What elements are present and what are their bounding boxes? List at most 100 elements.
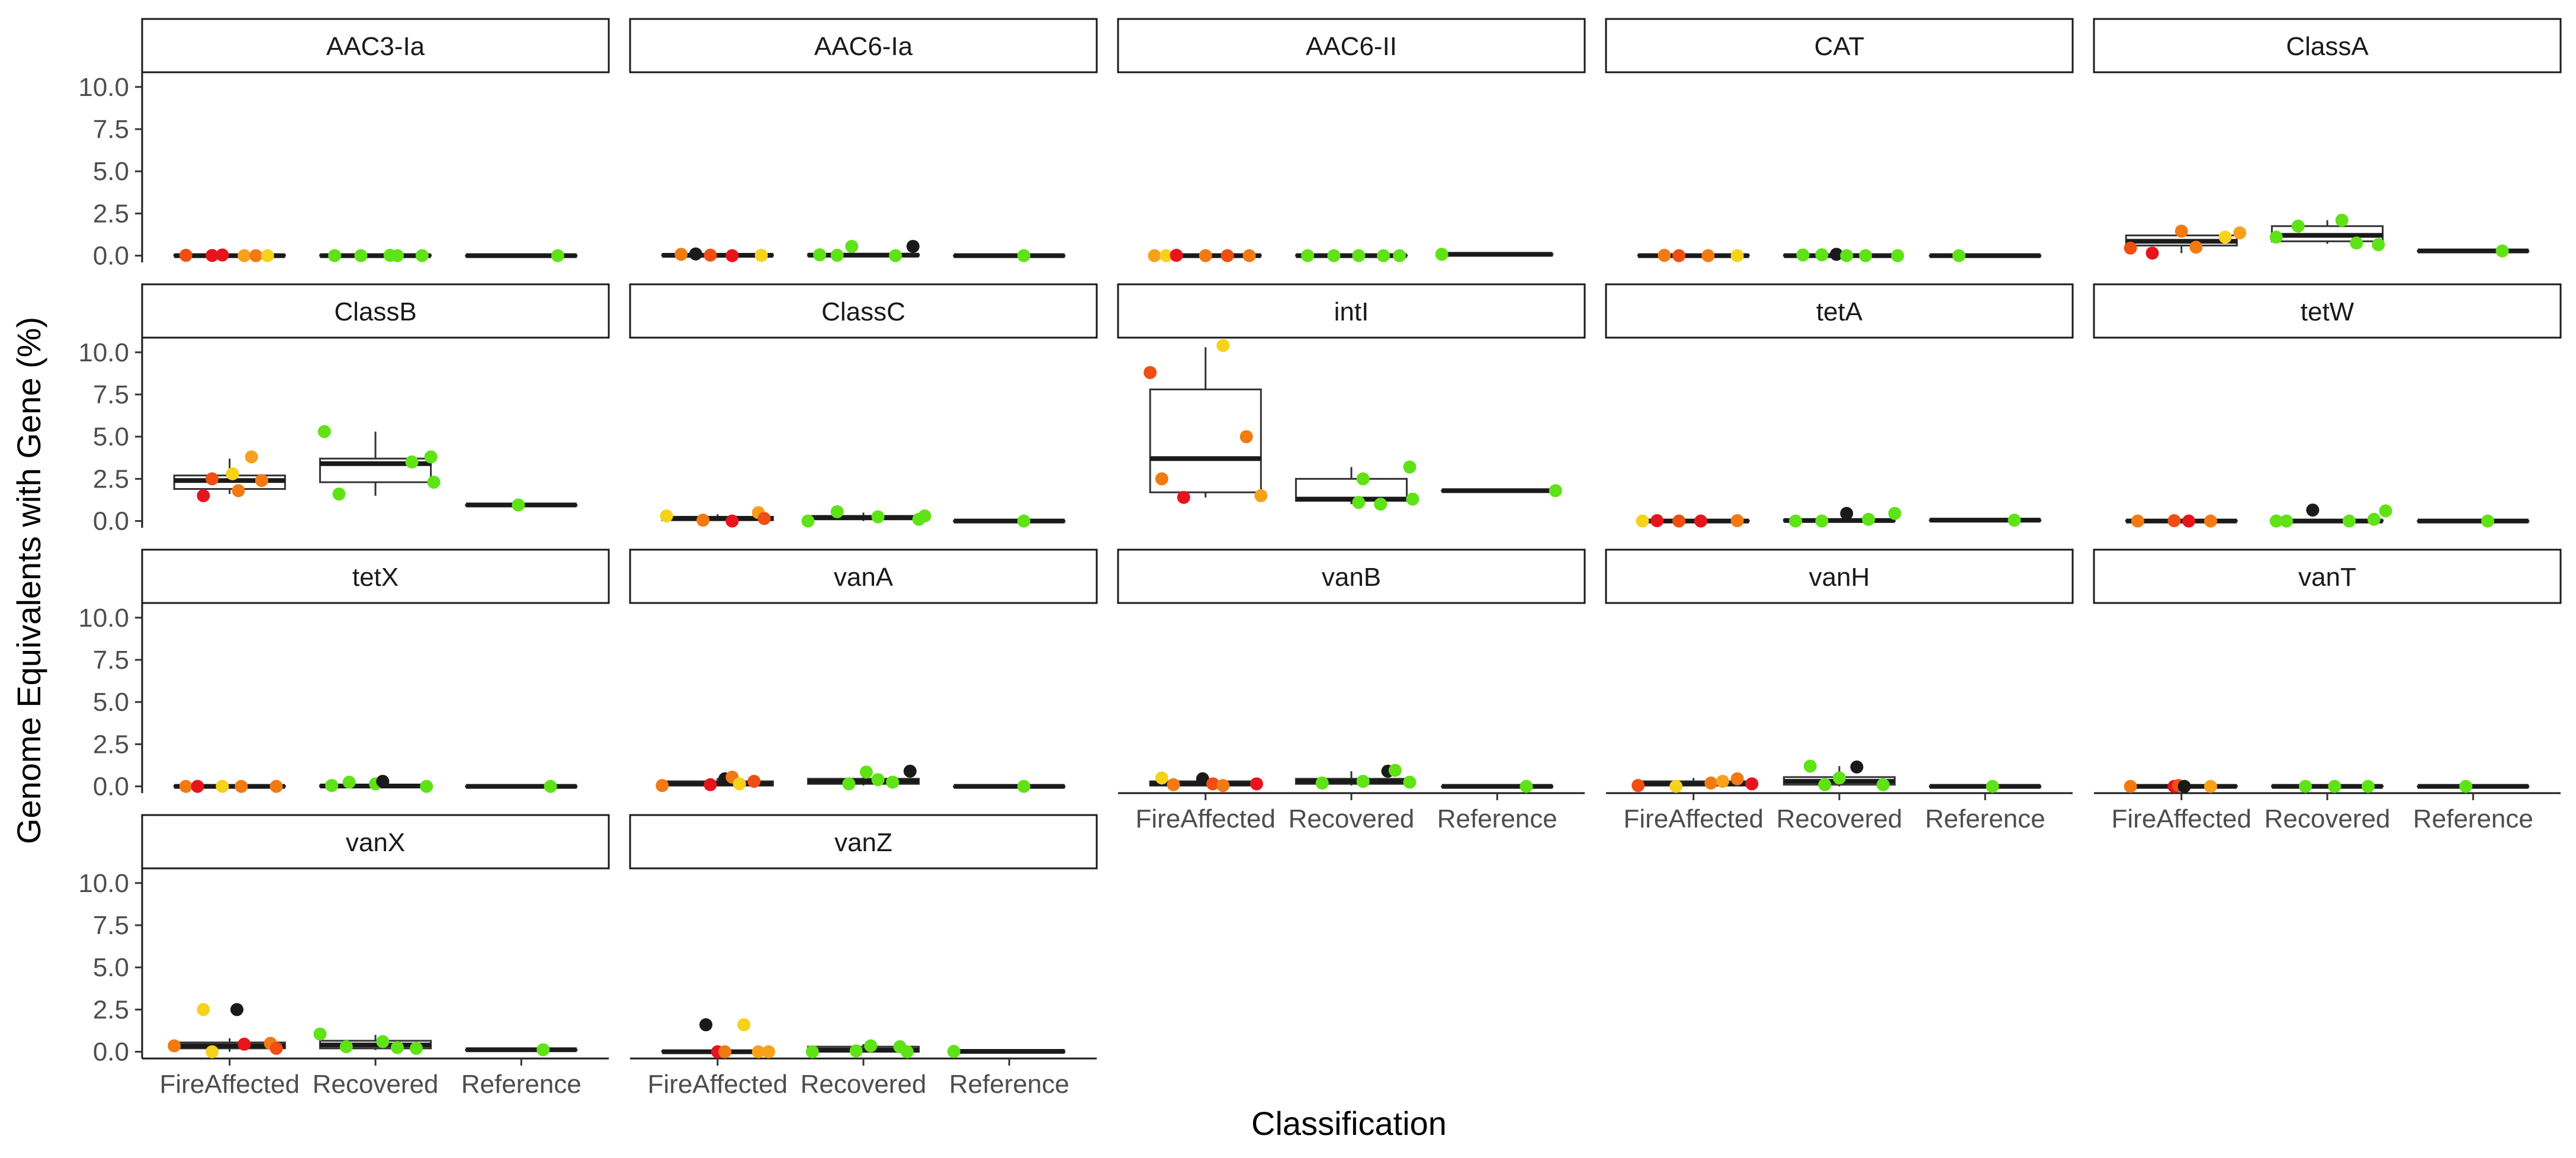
data-point <box>849 1044 863 1058</box>
data-point <box>1403 775 1417 789</box>
facet-classb: ClassB 0.0 2.5 5.0 7.5 10.0 <box>78 283 610 536</box>
facet-strip-label: ClassA <box>2286 32 2369 61</box>
data-point <box>424 450 438 464</box>
data-point <box>1815 248 1829 262</box>
data-point <box>2145 246 2159 260</box>
data-point <box>762 1045 775 1058</box>
facet-strip <box>2093 18 2562 73</box>
data-point <box>390 249 404 262</box>
box-reference <box>1929 518 2042 523</box>
facet-aac3-ia: AAC3-Ia 0.0 2.5 5.0 7.5 10.0 <box>78 18 610 271</box>
data-point <box>1239 430 1253 444</box>
facet-strip-label: ClassC <box>821 297 905 326</box>
y-tick-label: 5.0 <box>93 953 129 982</box>
data-point <box>332 487 346 501</box>
y-tick-label: 10.0 <box>78 338 129 367</box>
data-point <box>757 512 771 525</box>
facet-cat: CAT <box>1605 18 2074 262</box>
data-point <box>1840 506 1854 520</box>
data-point <box>317 425 331 438</box>
facet-strip-label: AAC6-II <box>1306 32 1397 61</box>
data-point <box>235 780 248 793</box>
data-point <box>725 249 739 262</box>
data-point <box>1220 249 1234 262</box>
data-point <box>2008 514 2021 527</box>
data-point <box>2182 514 2196 528</box>
data-point <box>230 1003 244 1016</box>
x-tick-label: FireAffected <box>1624 804 1764 833</box>
data-point <box>754 249 768 262</box>
data-point <box>859 765 873 779</box>
data-point <box>354 249 368 262</box>
data-point <box>197 489 210 502</box>
data-point <box>216 780 229 793</box>
data-point <box>1952 249 1965 262</box>
data-point <box>1815 514 1829 528</box>
facet-panels: AAC3-Ia 0.0 2.5 5.0 7.5 10.0 AAC6-Ia AAC6-II CAT… <box>78 18 2562 1099</box>
data-point <box>1891 249 1904 262</box>
data-point <box>733 777 746 791</box>
data-point <box>737 1018 751 1032</box>
data-point <box>1730 249 1744 262</box>
y-tick-label: 5.0 <box>93 688 129 717</box>
data-point <box>1377 249 1390 262</box>
data-point <box>205 249 219 262</box>
data-point <box>179 249 192 262</box>
x-tick-label: Reference <box>1437 804 1557 833</box>
data-point <box>237 249 251 262</box>
facet-strip <box>1605 283 2074 339</box>
data-point <box>900 1045 914 1058</box>
facet-strip <box>1605 18 2074 73</box>
data-point <box>871 773 885 787</box>
data-point <box>704 778 717 791</box>
data-point <box>1716 775 1729 788</box>
data-point <box>1745 777 1759 791</box>
x-tick-label: Reference <box>1925 804 2045 833</box>
data-point <box>871 510 885 524</box>
facet-strip <box>141 18 610 73</box>
facet-strip-label: vanH <box>1809 563 1870 592</box>
facet-tetw: tetW <box>2093 283 2562 528</box>
y-tick-label: 5.0 <box>93 422 129 451</box>
data-point <box>2379 504 2392 518</box>
facet-strip <box>1117 548 1586 604</box>
data-point <box>237 1037 251 1051</box>
data-point <box>1017 249 1030 262</box>
x-axis-title: Classification <box>1251 1105 1447 1142</box>
data-point <box>1876 778 1890 791</box>
data-point <box>325 779 339 793</box>
data-point <box>2204 514 2217 528</box>
data-point <box>1177 490 1190 504</box>
data-point <box>2204 780 2217 793</box>
data-point <box>1352 249 1366 262</box>
data-point <box>2131 514 2144 528</box>
y-tick-label: 7.5 <box>93 380 129 409</box>
data-point <box>2495 244 2509 258</box>
data-point <box>255 474 268 487</box>
data-point <box>328 249 342 262</box>
box-recovered <box>1295 467 1408 505</box>
data-point <box>205 472 219 486</box>
data-point <box>699 1018 713 1032</box>
data-point <box>1888 506 1902 520</box>
data-point <box>1669 780 1683 793</box>
data-point <box>845 239 859 253</box>
data-point <box>747 775 761 788</box>
data-point <box>918 509 932 523</box>
data-point <box>751 1045 765 1058</box>
facet-vanz: vanZ FireAffected Recovered Reference <box>629 814 1098 1099</box>
data-point <box>1356 775 1370 788</box>
x-tick-label: Recovered <box>313 1070 439 1099</box>
data-point <box>1155 771 1168 785</box>
data-point <box>1250 777 1263 791</box>
facet-vant: vanT FireAffected Recovered Reference <box>2093 548 2562 833</box>
data-point <box>1393 249 1406 262</box>
data-point <box>1356 472 1370 486</box>
data-point <box>2189 240 2203 254</box>
data-point <box>390 1041 404 1054</box>
data-point <box>2167 514 2181 528</box>
data-point <box>249 249 263 262</box>
data-point <box>1388 764 1402 777</box>
data-point <box>1850 760 1864 774</box>
facet-strip-label: tetA <box>1816 297 1863 326</box>
